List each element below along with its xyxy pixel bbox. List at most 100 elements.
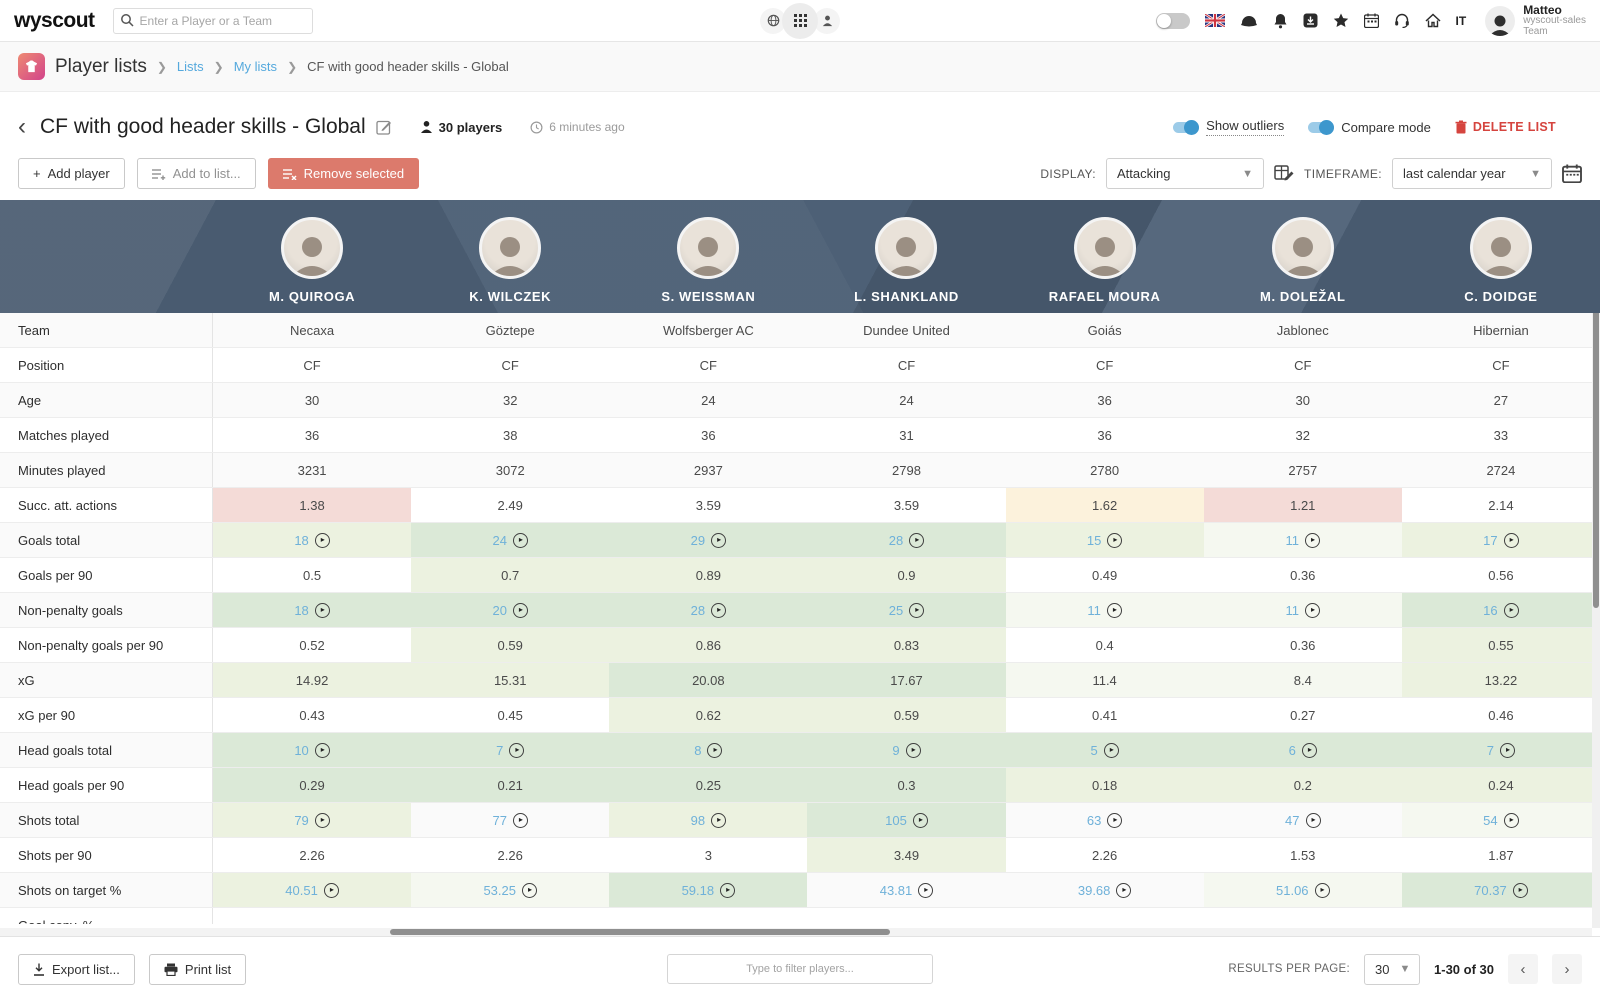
stat-value-link[interactable]: 39.68 (1077, 882, 1111, 898)
stat-value-link[interactable]: 6 (1288, 742, 1296, 758)
play-video-icon[interactable]: ▸ (1503, 812, 1519, 828)
stat-value-link[interactable]: 15 (1086, 532, 1102, 548)
play-video-icon[interactable]: ▸ (720, 882, 736, 898)
player-name[interactable]: M. DOLEŽAL (1260, 289, 1346, 304)
inbox-download-icon[interactable] (1303, 13, 1318, 28)
stat-value-link[interactable]: 25 (888, 602, 904, 618)
player-avatar[interactable] (677, 217, 740, 279)
play-video-icon[interactable]: ▸ (1116, 882, 1132, 898)
play-video-icon[interactable]: ▸ (905, 742, 921, 758)
calendar-icon[interactable] (1363, 13, 1379, 28)
play-video-icon[interactable]: ▸ (912, 812, 928, 828)
stat-value-link[interactable]: 18 (294, 602, 309, 618)
player-avatar[interactable] (1469, 217, 1532, 279)
stat-value-link[interactable]: 43.81 (879, 882, 913, 898)
play-video-icon[interactable]: ▸ (1103, 742, 1119, 758)
player-column-header[interactable]: K. WILCZEK (411, 200, 609, 313)
timeframe-select[interactable]: last calendar year ▼ (1392, 158, 1552, 189)
player-name[interactable]: RAFAEL MOURA (1048, 289, 1161, 304)
language-switch[interactable]: IT (1455, 13, 1467, 28)
player-column-header[interactable]: C. DOIDGE (1402, 200, 1600, 313)
player-name[interactable]: S. WEISSMAN (661, 289, 756, 304)
stat-value-link[interactable]: 54 (1483, 812, 1498, 828)
stat-value-link[interactable]: 51.06 (1276, 882, 1309, 898)
play-video-icon[interactable]: ▸ (512, 812, 528, 828)
home-icon[interactable] (1425, 13, 1441, 28)
stat-value-link[interactable]: 70.37 (1474, 882, 1507, 898)
play-video-icon[interactable]: ▸ (323, 882, 339, 898)
play-video-icon[interactable]: ▸ (1305, 812, 1321, 828)
play-video-icon[interactable]: ▸ (1305, 602, 1321, 618)
horizontal-scrollbar[interactable] (0, 928, 1592, 936)
filter-players-box[interactable] (667, 954, 933, 984)
theme-toggle[interactable] (1155, 12, 1190, 29)
remove-selected-button[interactable]: Remove selected (267, 158, 420, 189)
stat-value-link[interactable]: 10 (294, 742, 309, 758)
stat-value-link[interactable]: 29 (690, 532, 706, 548)
play-video-icon[interactable]: ▸ (509, 742, 525, 758)
show-outliers-toggle[interactable]: Show outliers (1173, 118, 1285, 136)
edit-columns-icon[interactable] (1274, 164, 1294, 183)
filter-players-input[interactable] (667, 954, 933, 984)
compare-mode-toggle[interactable]: Compare mode (1308, 119, 1431, 135)
stat-value-link[interactable]: 5 (1090, 742, 1098, 758)
play-video-icon[interactable]: ▸ (711, 602, 727, 618)
delete-list-button[interactable]: DELETE LIST (1455, 120, 1556, 134)
player-column-header[interactable]: M. QUIROGA (213, 200, 411, 313)
play-video-icon[interactable]: ▸ (1512, 882, 1528, 898)
play-video-icon[interactable]: ▸ (909, 602, 925, 618)
player-column-header[interactable]: L. SHANKLAND (807, 200, 1005, 313)
display-select[interactable]: Attacking ▼ (1106, 158, 1264, 189)
play-video-icon[interactable]: ▸ (707, 742, 723, 758)
play-video-icon[interactable]: ▸ (1314, 882, 1330, 898)
stat-value-link[interactable]: 11 (1285, 532, 1300, 548)
play-video-icon[interactable]: ▸ (1503, 532, 1519, 548)
stat-value-link[interactable]: 59.18 (681, 882, 715, 898)
play-video-icon[interactable]: ▸ (1503, 602, 1519, 618)
add-player-button[interactable]: + Add player (18, 158, 125, 189)
play-video-icon[interactable]: ▸ (1301, 742, 1317, 758)
next-page-button[interactable]: › (1552, 954, 1582, 984)
player-avatar[interactable] (875, 217, 938, 279)
stat-value-link[interactable]: 8 (694, 742, 702, 758)
play-video-icon[interactable]: ▸ (1106, 602, 1122, 618)
stat-value-link[interactable]: 53.25 (483, 882, 516, 898)
timeframe-calendar-icon[interactable] (1562, 164, 1582, 183)
play-video-icon[interactable]: ▸ (314, 742, 330, 758)
stat-value-link[interactable]: 98 (690, 812, 706, 828)
play-video-icon[interactable]: ▸ (711, 812, 727, 828)
headset-support-icon[interactable] (1394, 13, 1410, 28)
add-to-list-button[interactable]: Add to list... (136, 158, 256, 189)
player-column-header[interactable]: S. WEISSMAN (609, 200, 807, 313)
stat-value-link[interactable]: 7 (1486, 742, 1495, 758)
vertical-scrollbar[interactable] (1592, 313, 1600, 928)
play-video-icon[interactable]: ▸ (1305, 532, 1321, 548)
stat-value-link[interactable]: 40.51 (285, 882, 318, 898)
print-list-button[interactable]: Print list (148, 953, 247, 985)
user-menu[interactable]: Matteo wyscout-sales Team (1485, 4, 1586, 38)
stat-value-link[interactable]: 17 (1483, 532, 1498, 548)
stat-value-link[interactable]: 9 (892, 742, 900, 758)
player-avatar[interactable] (281, 217, 344, 279)
player-avatar[interactable] (479, 217, 542, 279)
bell-icon[interactable] (1273, 13, 1288, 29)
stat-value-link[interactable]: 47 (1285, 812, 1300, 828)
stat-value-link[interactable]: 105 (885, 812, 907, 828)
play-video-icon[interactable]: ▸ (314, 532, 330, 548)
stat-value-link[interactable]: 16 (1483, 602, 1498, 618)
global-search[interactable] (112, 7, 313, 34)
play-video-icon[interactable]: ▸ (512, 602, 528, 618)
player-avatar[interactable] (1271, 217, 1334, 279)
play-video-icon[interactable]: ▸ (314, 812, 330, 828)
stat-value-link[interactable]: 28 (888, 532, 904, 548)
play-video-icon[interactable]: ▸ (711, 532, 727, 548)
play-video-icon[interactable]: ▸ (1107, 812, 1123, 828)
vertical-scrollbar-thumb[interactable] (1593, 313, 1599, 608)
export-list-button[interactable]: Export list... (18, 953, 135, 985)
stat-value-link[interactable]: 11 (1087, 602, 1101, 618)
player-name[interactable]: C. DOIDGE (1464, 289, 1538, 304)
breadcrumb-lists[interactable]: Lists (176, 59, 204, 74)
player-column-header[interactable]: M. DOLEŽAL (1204, 200, 1402, 313)
globe-icon[interactable] (760, 7, 786, 34)
results-per-page-select[interactable]: 30 ▼ (1364, 953, 1421, 985)
